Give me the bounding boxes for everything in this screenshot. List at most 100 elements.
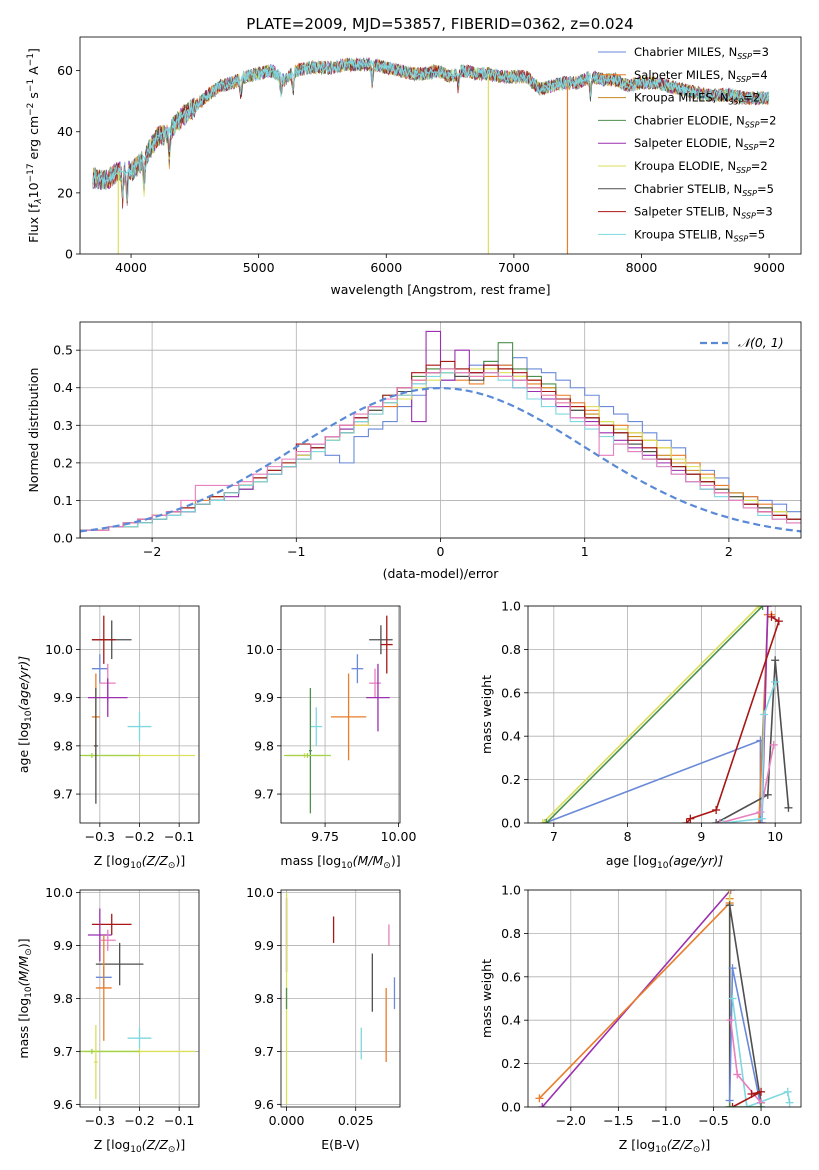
label-part: age [log [16, 722, 31, 773]
weight-marker [757, 814, 766, 823]
figure-title: PLATE=2009, MJD=53857, FIBERID=0362, z=0… [246, 15, 633, 33]
label-part: SSP [736, 75, 751, 84]
histogram-steps [80, 330, 801, 538]
errorbar-chabrier_miles [351, 654, 364, 684]
weight-marker [719, 819, 728, 823]
weight-line-kroupa_elodie [542, 606, 760, 823]
errorbars [80, 908, 196, 1100]
label-part: ⊙ [693, 1145, 701, 1155]
label-part: Salpeter ELODIE, N [634, 136, 744, 150]
label-part: −1 [26, 79, 36, 92]
errorbar-salpeter_stelib [91, 913, 132, 935]
legend-label: Chabrier MILES, NSSP=3 [634, 45, 769, 61]
y-tick-label: 0.2 [501, 1056, 521, 1071]
weight-marker [747, 1089, 756, 1098]
x-tick-label: 0.0 [751, 1113, 771, 1128]
weight-marker [725, 1103, 734, 1107]
errorbar-salpeter_miles [95, 934, 112, 1041]
weight-marker [728, 994, 737, 1003]
y-tick-label: 9.8 [53, 991, 73, 1006]
label-part: ⊙ [168, 1145, 176, 1155]
axes-frame [527, 605, 802, 824]
weight-marker [756, 819, 765, 823]
label-part: ⊙ [383, 861, 391, 871]
weight-marker [769, 740, 778, 749]
legend-label: Kroupa MILES, NSSP=2 [634, 91, 760, 107]
weight-line-chabrier_elodie [545, 606, 764, 823]
label-part: (age/yr)] [668, 853, 723, 868]
label-part: Chabrier ELODIE, N [634, 113, 745, 127]
label-part: )] [16, 938, 31, 948]
label-part: erg cm [26, 116, 41, 164]
x-tick-label: −1.0 [651, 1113, 681, 1128]
y-axis-label: age [log10(age/yr)] [16, 656, 34, 773]
label-part: ⊙ [24, 948, 34, 956]
label-part: Z [log [94, 1137, 130, 1152]
y-tick-label: 0.0 [53, 531, 73, 546]
label-part: 10 [24, 986, 34, 998]
y-tick-label: 20 [57, 185, 73, 200]
x-tick-label: −0.1 [164, 1113, 194, 1128]
y-tick-label: 9.8 [254, 738, 274, 753]
y-axis-label: mass weight [479, 959, 494, 1038]
weight-marker [712, 819, 721, 823]
weight-marker [725, 890, 734, 894]
y-tick-label: 0.3 [53, 418, 73, 433]
y-axis-label: Normed distribution [26, 368, 41, 493]
errorbar-salpeter_elodie [87, 678, 128, 717]
x-tick-label: −0.5 [698, 1113, 728, 1128]
weight-line-chabrier_miles [544, 739, 762, 823]
x-tick-label: −0.2 [124, 829, 154, 844]
y-tick-label: 10.0 [45, 885, 73, 900]
weight-marker [783, 1087, 792, 1096]
weight-marker [535, 1094, 544, 1103]
y-tick-label: 9.6 [254, 1097, 274, 1112]
errorbar-kroupa_elodie [93, 1024, 98, 1100]
label-part: =2 [758, 136, 775, 150]
y-tick-label: 60 [57, 63, 73, 78]
weight-marker [754, 819, 763, 823]
x-axis-label: Z [log10(Z/Z⊙)] [619, 1137, 710, 1155]
histogram-pink [80, 368, 801, 538]
axes-frame [280, 605, 401, 824]
weight-marker [726, 1016, 735, 1025]
weight-line-pink [719, 744, 775, 823]
spectrum-line-salpeter_stelib [92, 58, 770, 208]
axes-frame [527, 889, 802, 1108]
age-vs-metallicity-panel: −0.3 −0.2 −0.19.79.89.910.0Z [log10(Z/Z⊙)]… [16, 605, 200, 871]
y-tick-label: 0.0 [501, 1100, 521, 1115]
y-tick-label: 0.8 [501, 642, 521, 657]
errorbar-chabrier_elodie [308, 687, 312, 814]
spectrum-panel: 4000 5000 6000 7000 8000 9000 0 20 40 60 Chabrier … [26, 36, 802, 297]
y-tick-label: 9.7 [254, 1044, 274, 1059]
x-axis-label: Z [log10(Z/Z⊙)] [94, 853, 185, 871]
errorbar-chabrier_stelib [369, 625, 393, 655]
label-part: mass [log [16, 998, 31, 1059]
y-tick-label: 9.9 [254, 938, 274, 953]
x-tick-label: 2 [725, 544, 733, 559]
weight-marker [538, 1103, 547, 1107]
x-tick-label: −2 [143, 544, 161, 559]
weight-lines [538, 606, 793, 823]
legend-label: Salpeter ELODIE, NSSP=2 [634, 136, 775, 152]
mass-vs-metallicity-panel: −0.3 −0.2 −0.19.69.79.89.910.0Z [log10(Z/Z… [16, 885, 200, 1155]
errorbar-kroupa_stelib [127, 1027, 152, 1049]
errorbar-lime [80, 1048, 140, 1055]
x-axis-label: E(B-V) [321, 1137, 360, 1152]
spectrum-line-best-model [92, 58, 770, 185]
y-tick-label: 0.5 [53, 343, 73, 358]
errorbar-salpeter_stelib [91, 615, 116, 664]
y-tick-label: 10.0 [45, 642, 73, 657]
label-part: Salpeter STELIB, N [634, 205, 741, 219]
weight-marker [774, 617, 783, 626]
weight-marker [728, 964, 737, 973]
y-tick-label: 9.9 [254, 690, 274, 705]
y-tick-label: 9.8 [53, 738, 73, 753]
weight-line-kroupa_stelib [723, 681, 776, 823]
label-part: )] [175, 853, 185, 868]
y-tick-label: 9.9 [53, 690, 73, 705]
label-part: )] [175, 1137, 185, 1152]
weight-marker [763, 606, 772, 610]
y-tick-label: 0.6 [501, 685, 521, 700]
errorbar-lime [80, 753, 140, 758]
